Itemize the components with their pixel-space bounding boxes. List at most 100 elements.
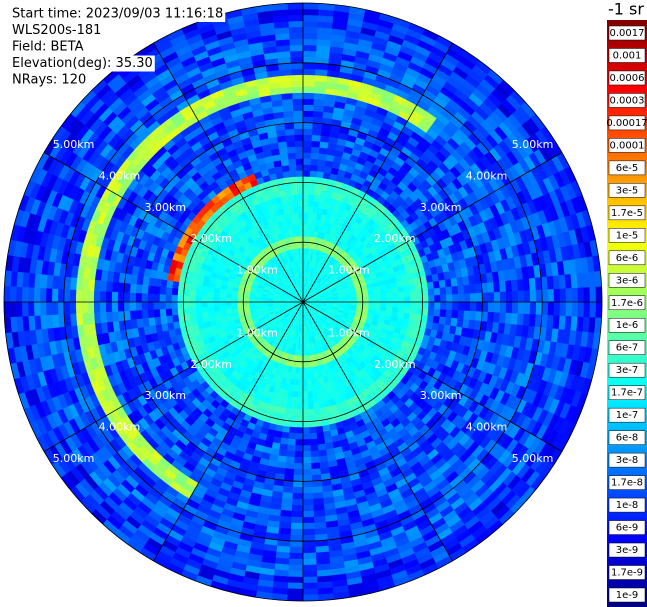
field-cell (312, 486, 324, 494)
field-cell (310, 444, 319, 452)
field-cell (171, 308, 179, 316)
field-cell (288, 576, 304, 584)
field-cell (314, 527, 328, 536)
field-cell (183, 307, 191, 315)
field-cell (154, 278, 162, 288)
field-cell (397, 291, 405, 298)
field-cell (287, 444, 296, 452)
field-cell (195, 307, 203, 314)
field-cell (159, 301, 166, 310)
field-cell (165, 294, 172, 303)
field-cell (201, 301, 208, 308)
field-cell (302, 224, 308, 231)
field-cell (153, 309, 161, 318)
field-cell (356, 298, 364, 303)
field-cell (298, 379, 304, 386)
field-cell (302, 474, 313, 482)
field-cell (289, 426, 297, 434)
field-cell (302, 14, 319, 22)
field-cell (433, 287, 441, 296)
field-cell (105, 291, 113, 303)
field-cell (302, 122, 313, 130)
field-cell (129, 283, 137, 294)
field-cell (571, 287, 579, 303)
field-cell (45, 288, 53, 303)
field-cell (297, 391, 304, 398)
field-cell (293, 116, 304, 124)
field-cell (33, 287, 41, 303)
field-cell (287, 438, 297, 446)
field-cell (302, 564, 318, 572)
field-cell (295, 361, 301, 368)
field-cell (313, 498, 325, 506)
field-cell (457, 284, 465, 295)
field-cell (291, 402, 298, 410)
field-cell (302, 433, 311, 440)
field-cell (290, 534, 304, 542)
field-cell (213, 301, 220, 307)
field-cell (291, 92, 304, 100)
field-cell (499, 291, 507, 303)
field-cell (316, 431, 325, 440)
field-cell (63, 289, 71, 303)
field-cell (189, 289, 197, 297)
field-cell (309, 438, 319, 446)
field-cell (428, 294, 435, 303)
field-cell (294, 373, 300, 380)
field-cell (287, 8, 304, 16)
field-cell (310, 152, 319, 160)
field-cell (510, 279, 519, 292)
field-cell (242, 298, 250, 303)
field-cell (147, 301, 154, 311)
field-cell (183, 289, 191, 297)
field-cell (289, 50, 304, 58)
field-cell (287, 158, 297, 166)
field-cell (302, 8, 319, 16)
field-cell (290, 62, 304, 70)
field-cell (289, 44, 304, 52)
field-cell (302, 20, 318, 28)
field-cell (177, 301, 184, 309)
field-cell (391, 291, 399, 298)
field-cell (111, 301, 119, 313)
field-cell (293, 122, 304, 130)
field-cell (289, 38, 304, 46)
field-cell (529, 289, 537, 303)
field-cell (310, 450, 320, 458)
field-cell (299, 230, 304, 237)
field-cell (285, 456, 296, 464)
field-cell (165, 287, 173, 296)
field-cell (302, 391, 309, 398)
field-cell (290, 188, 298, 196)
field-cell (93, 290, 101, 303)
field-cell (213, 292, 220, 298)
field-cell (309, 158, 319, 166)
field-cell (305, 248, 309, 255)
field-cell (111, 311, 119, 323)
field-cell (404, 296, 411, 303)
field-cell (63, 301, 71, 315)
field-cell (87, 301, 95, 314)
field-cell (314, 68, 328, 77)
field-cell (207, 286, 215, 293)
field-cell (289, 540, 304, 548)
field-cell (302, 241, 307, 249)
field-cell (296, 415, 304, 422)
field-cell (314, 80, 327, 89)
field-cell (299, 355, 304, 363)
field-cell (302, 534, 316, 542)
field-cell (69, 289, 77, 303)
field-cell (45, 301, 53, 316)
field-cell (426, 281, 435, 290)
field-cell (302, 540, 317, 548)
field-cell (141, 284, 149, 295)
field-cell (293, 474, 304, 482)
field-cell (282, 486, 294, 494)
field-cell (69, 313, 78, 327)
field-cell (589, 286, 597, 303)
field-cell (528, 277, 537, 291)
field-cell (111, 281, 119, 293)
field-cell (189, 301, 196, 309)
field-cell (287, 582, 304, 590)
field-cell (305, 236, 311, 243)
